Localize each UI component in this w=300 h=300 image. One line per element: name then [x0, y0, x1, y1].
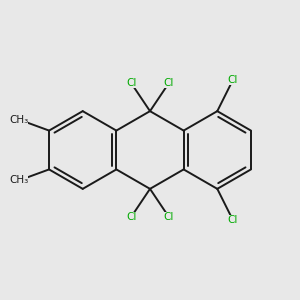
- Text: Cl: Cl: [164, 212, 174, 222]
- Text: CH₃: CH₃: [9, 176, 28, 185]
- Text: CH₃: CH₃: [9, 115, 28, 124]
- Text: Cl: Cl: [126, 78, 136, 88]
- Text: Cl: Cl: [227, 214, 238, 225]
- Text: Cl: Cl: [227, 75, 238, 85]
- Text: Cl: Cl: [126, 212, 136, 222]
- Text: Cl: Cl: [164, 78, 174, 88]
